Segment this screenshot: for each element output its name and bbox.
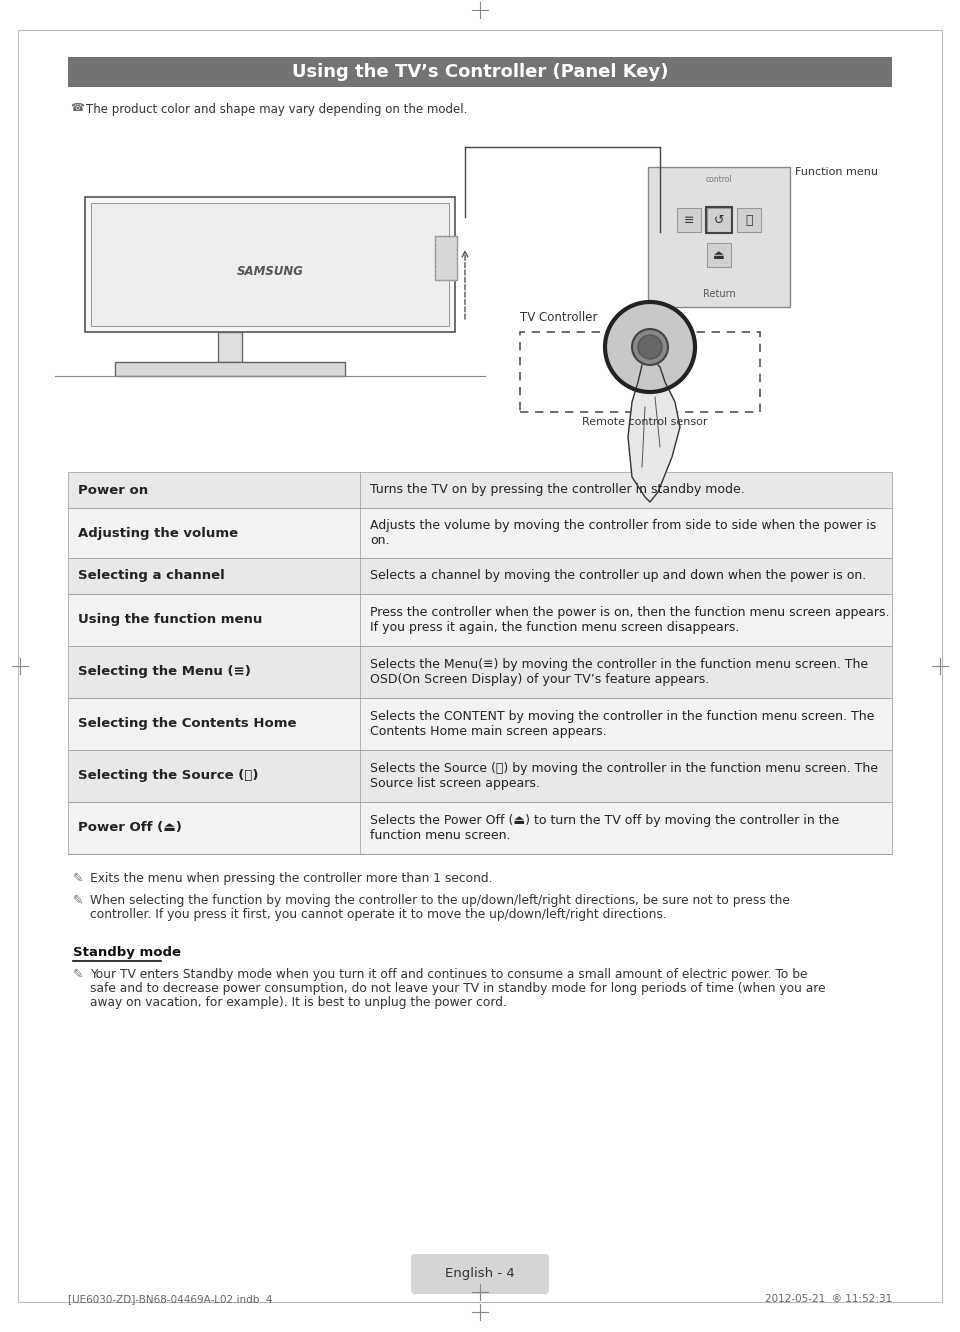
Bar [68, 698, 892, 750]
Text: Function menu: Function menu [795, 166, 878, 177]
Text: Selects the Source (⧉) by moving the controller in the function menu screen. The: Selects the Source (⧉) by moving the con… [370, 762, 878, 790]
Text: Selecting the Contents Home: Selecting the Contents Home [78, 718, 297, 730]
Bar [68, 57, 892, 87]
Text: safe and to decrease power consumption, do not leave your TV in standby mode for: safe and to decrease power consumption, … [90, 982, 826, 995]
Bar [706, 208, 732, 233]
Text: Selects the Power Off (⏏) to turn the TV off by moving the controller in the
fun: Selects the Power Off (⏏) to turn the TV… [370, 814, 839, 842]
Text: Standby mode: Standby mode [73, 946, 181, 959]
Text: ✎: ✎ [73, 968, 84, 980]
Circle shape [632, 329, 668, 365]
FancyBboxPatch shape [411, 1253, 549, 1293]
Text: When selecting the function by moving the controller to the up/down/left/right d: When selecting the function by moving th… [90, 894, 790, 907]
Bar [677, 208, 701, 232]
Text: TV Controller: TV Controller [520, 310, 597, 324]
Text: Selects the CONTENT by moving the controller in the function menu screen. The
Co: Selects the CONTENT by moving the contro… [370, 710, 875, 738]
Text: Power Off (⏏): Power Off (⏏) [78, 822, 181, 835]
Text: control: control [706, 174, 732, 184]
Text: Selecting a channel: Selecting a channel [78, 570, 225, 582]
Text: SAMSUNG: SAMSUNG [236, 265, 303, 278]
Text: Press the controller when the power is on, then the function menu screen appears: Press the controller when the power is o… [370, 606, 890, 634]
Bar [68, 802, 892, 854]
Text: Return: Return [703, 289, 735, 298]
Text: ↺: ↺ [713, 213, 724, 226]
Text: controller. If you press it first, you cannot operate it to move the up/down/lef: controller. If you press it first, you c… [90, 908, 667, 920]
Bar [737, 208, 761, 232]
Bar [68, 472, 892, 507]
Text: Adjusts the volume by moving the controller from side to side when the power is
: Adjusts the volume by moving the control… [370, 519, 876, 547]
Text: English - 4: English - 4 [445, 1268, 515, 1280]
Bar [68, 646, 892, 698]
Text: Power on: Power on [78, 484, 148, 497]
Text: ⏏: ⏏ [713, 249, 725, 261]
Bar [520, 332, 760, 412]
Bar [648, 166, 790, 306]
Polygon shape [628, 365, 680, 502]
Bar [68, 558, 892, 594]
Text: ☎: ☎ [70, 103, 84, 113]
Text: Your TV enters Standby mode when you turn it off and continues to consume a smal: Your TV enters Standby mode when you tur… [90, 968, 807, 980]
Circle shape [605, 302, 695, 392]
Text: Selects the Menu(≡) by moving the controller in the function menu screen. The
OS: Selects the Menu(≡) by moving the contro… [370, 658, 868, 686]
Text: Turns the TV on by pressing the controller in standby mode.: Turns the TV on by pressing the controll… [370, 484, 745, 497]
Text: Exits the menu when pressing the controller more than 1 second.: Exits the menu when pressing the control… [90, 872, 492, 884]
Bar [435, 236, 457, 280]
Bar [218, 332, 242, 362]
Bar [68, 750, 892, 802]
Text: Selecting the Menu (≡): Selecting the Menu (≡) [78, 666, 251, 678]
Text: Adjusting the volume: Adjusting the volume [78, 526, 238, 539]
Text: ≡: ≡ [684, 213, 694, 226]
Bar [68, 594, 892, 646]
Circle shape [638, 336, 662, 360]
Bar [68, 507, 892, 558]
Text: ✎: ✎ [73, 894, 84, 907]
Bar [435, 236, 457, 280]
Text: Selects a channel by moving the controller up and down when the power is on.: Selects a channel by moving the controll… [370, 570, 866, 582]
Text: Using the TV’s Controller (Panel Key): Using the TV’s Controller (Panel Key) [292, 63, 668, 81]
Text: away on vacation, for example). It is best to unplug the power cord.: away on vacation, for example). It is be… [90, 996, 507, 1010]
Text: Remote control sensor: Remote control sensor [583, 417, 708, 428]
Text: ⧉: ⧉ [745, 213, 753, 226]
Text: Using the function menu: Using the function menu [78, 614, 262, 626]
Text: ✎: ✎ [73, 872, 84, 884]
Bar [85, 197, 455, 332]
Bar [115, 362, 345, 376]
Text: 2012-05-21  ® 11:52:31: 2012-05-21 ® 11:52:31 [765, 1293, 892, 1304]
Bar [707, 244, 731, 268]
Bar [707, 208, 731, 232]
Bar [91, 202, 449, 326]
Text: The product color and shape may vary depending on the model.: The product color and shape may vary dep… [86, 103, 468, 116]
Text: Selecting the Source (⧉): Selecting the Source (⧉) [78, 770, 258, 782]
Text: [UE6030-ZD]-BN68-04469A-L02.indb  4: [UE6030-ZD]-BN68-04469A-L02.indb 4 [68, 1293, 273, 1304]
